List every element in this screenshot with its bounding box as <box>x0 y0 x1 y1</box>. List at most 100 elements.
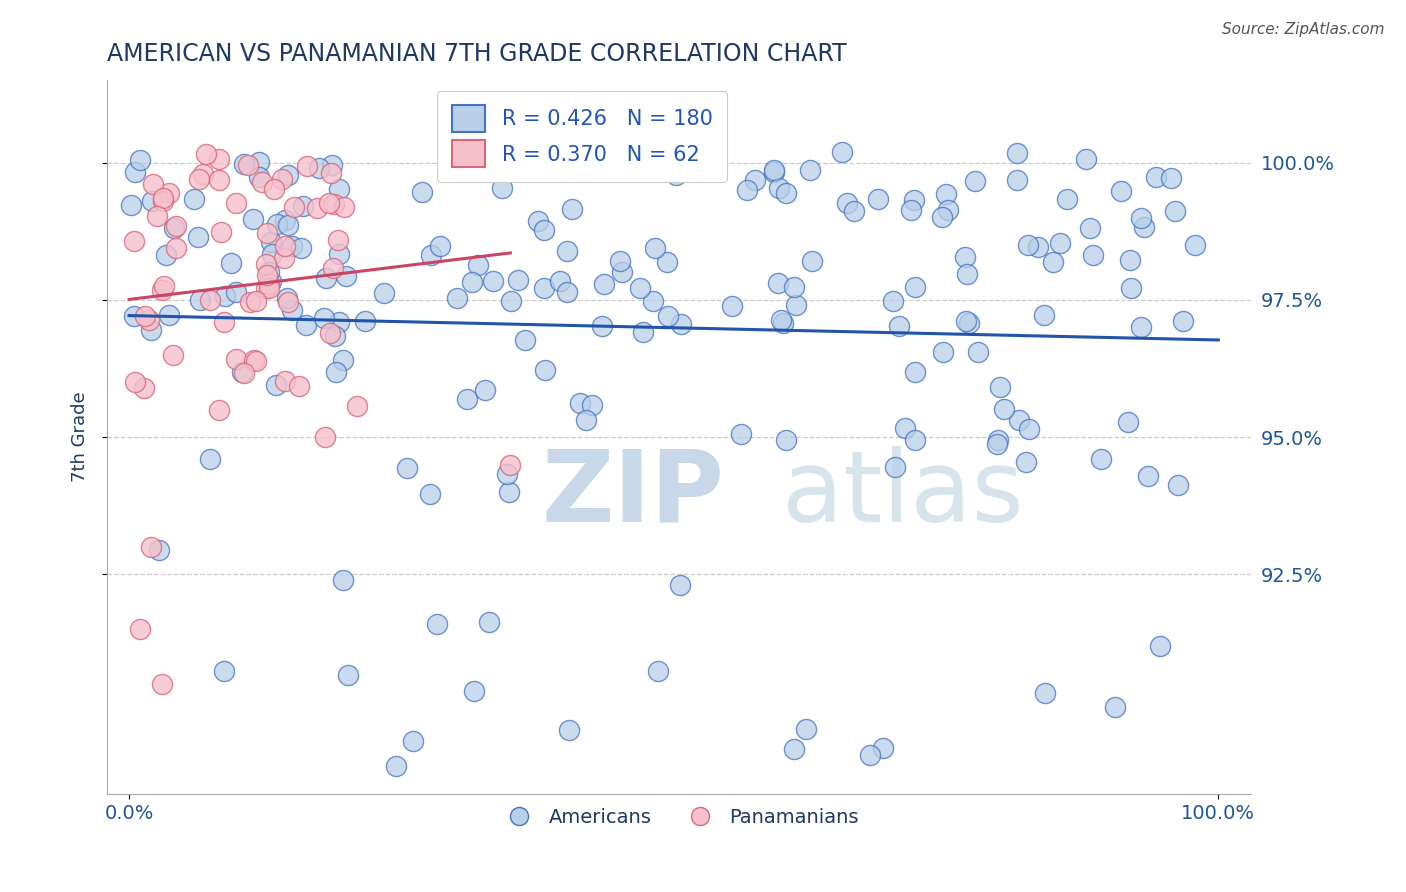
Point <box>245 354 267 368</box>
Point <box>669 578 692 592</box>
Legend: Americans, Panamanians: Americans, Panamanians <box>492 800 866 834</box>
Point <box>868 192 890 206</box>
Point <box>260 235 283 249</box>
Point <box>429 239 451 253</box>
Point <box>247 170 270 185</box>
Point <box>965 174 987 188</box>
Point <box>496 467 519 482</box>
Point <box>254 281 277 295</box>
Point <box>609 253 631 268</box>
Point <box>1005 146 1028 161</box>
Point <box>129 623 152 637</box>
Point <box>655 255 678 269</box>
Point <box>129 153 152 167</box>
Point <box>247 154 270 169</box>
Point <box>842 204 865 219</box>
Point <box>165 241 187 255</box>
Point <box>533 223 555 237</box>
Point <box>134 309 156 323</box>
Point <box>155 248 177 262</box>
Point <box>212 664 235 678</box>
Point <box>1056 192 1078 206</box>
Point <box>315 271 337 285</box>
Point <box>332 352 354 367</box>
Point <box>281 238 304 252</box>
Point <box>257 265 280 279</box>
Point <box>263 182 285 196</box>
Point <box>533 281 555 295</box>
Point <box>900 202 922 217</box>
Point <box>187 229 209 244</box>
Point <box>474 383 496 397</box>
Point <box>191 167 214 181</box>
Point <box>796 722 818 736</box>
Point <box>499 294 522 309</box>
Point <box>332 573 354 587</box>
Point <box>859 748 882 763</box>
Point <box>894 420 917 434</box>
Point <box>463 683 485 698</box>
Point <box>799 163 821 178</box>
Point <box>262 247 284 261</box>
Point <box>308 161 330 175</box>
Point <box>124 375 146 389</box>
Point <box>231 365 253 379</box>
Point <box>242 212 264 227</box>
Point <box>150 283 173 297</box>
Point <box>288 379 311 393</box>
Point <box>1121 281 1143 295</box>
Point <box>188 171 211 186</box>
Point <box>328 247 350 261</box>
Point <box>1173 314 1195 328</box>
Point <box>533 362 555 376</box>
Point <box>775 433 797 447</box>
Text: AMERICAN VS PANAMANIAN 7TH GRADE CORRELATION CHART: AMERICAN VS PANAMANIAN 7TH GRADE CORRELA… <box>107 42 846 66</box>
Point <box>335 269 357 284</box>
Point <box>323 328 346 343</box>
Point <box>337 667 360 681</box>
Point <box>1026 240 1049 254</box>
Point <box>568 396 591 410</box>
Point <box>139 540 162 554</box>
Point <box>1129 211 1152 225</box>
Point <box>162 348 184 362</box>
Point <box>1090 452 1112 467</box>
Point <box>141 194 163 209</box>
Point <box>904 433 927 447</box>
Point <box>526 214 548 228</box>
Point <box>250 175 273 189</box>
Point <box>395 461 418 475</box>
Point <box>1018 422 1040 436</box>
Point <box>312 311 335 326</box>
Point <box>935 187 957 202</box>
Point <box>1033 686 1056 700</box>
Point <box>932 344 955 359</box>
Point <box>124 309 146 323</box>
Y-axis label: 7th Grade: 7th Grade <box>72 392 89 483</box>
Point <box>264 378 287 392</box>
Point <box>785 298 807 312</box>
Point <box>665 168 688 182</box>
Point <box>183 192 205 206</box>
Point <box>163 220 186 235</box>
Point <box>903 193 925 207</box>
Point <box>1144 170 1167 185</box>
Point <box>575 413 598 427</box>
Point <box>730 427 752 442</box>
Point <box>419 487 441 501</box>
Point <box>768 180 790 194</box>
Point <box>321 157 343 171</box>
Point <box>426 616 449 631</box>
Point <box>198 452 221 467</box>
Point <box>491 180 513 194</box>
Point <box>581 398 603 412</box>
Point <box>592 318 614 333</box>
Point <box>419 247 441 261</box>
Point <box>157 186 180 200</box>
Point <box>292 198 315 212</box>
Point <box>148 543 170 558</box>
Point <box>647 664 669 678</box>
Point <box>644 241 666 255</box>
Point <box>273 251 295 265</box>
Point <box>157 308 180 322</box>
